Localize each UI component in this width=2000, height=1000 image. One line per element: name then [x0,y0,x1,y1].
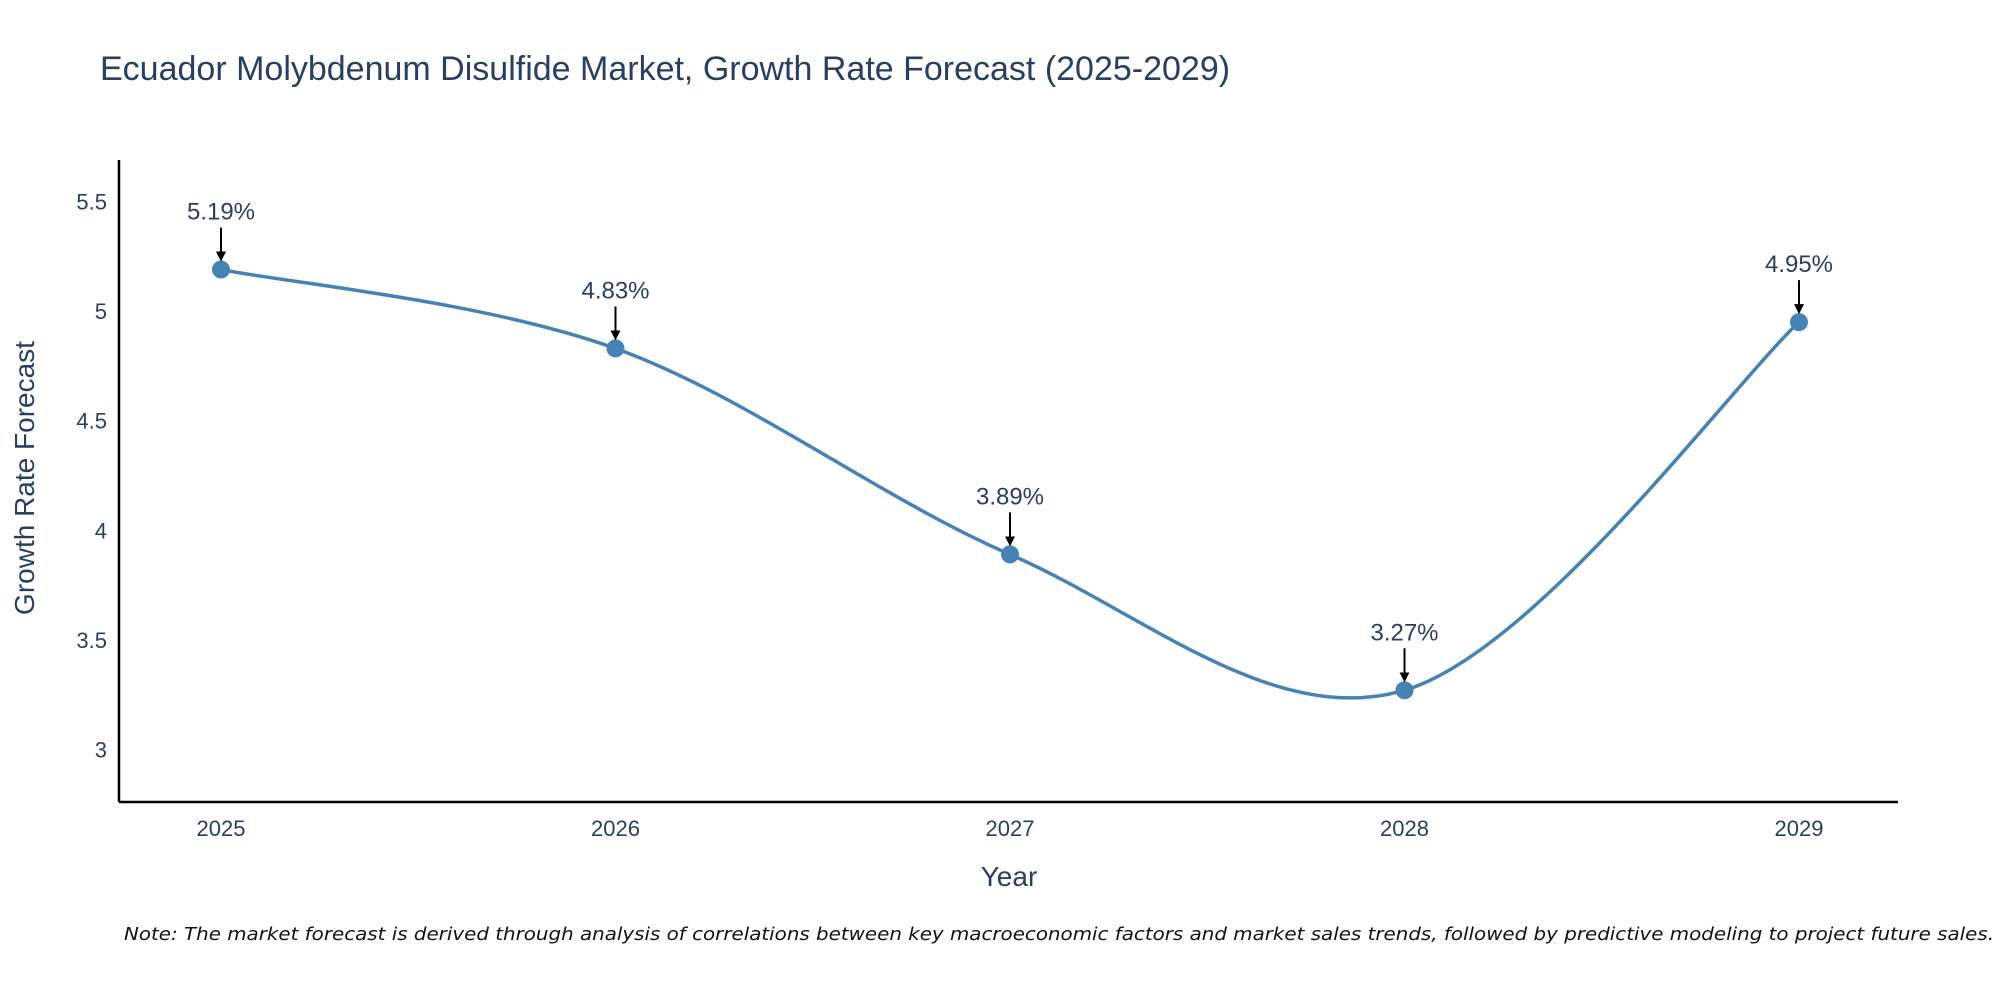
x-tick-label: 2028 [1380,816,1429,841]
y-axis-title: Growth Rate Forecast [9,341,40,615]
x-tick-label: 2029 [1775,816,1824,841]
y-tick-label: 3.5 [76,628,107,653]
x-tick-label: 2026 [591,816,640,841]
y-tick-label: 4.5 [76,409,107,434]
x-tick-label: 2027 [986,816,1035,841]
data-point [1790,313,1808,332]
data-label: 3.27% [1370,619,1438,646]
data-label: 5.19% [187,199,255,226]
y-tick-label: 3 [95,737,107,762]
x-tick-label: 2025 [197,816,246,841]
data-label: 4.83% [581,277,649,304]
data-label: 3.89% [976,483,1044,510]
data-point [606,339,625,358]
data-point [212,260,230,279]
y-tick-label: 5 [95,299,107,324]
chart-title: Ecuador Molybdenum Disulfide Market, Gro… [100,50,1230,88]
plot-area: 3 3.5 4 4.5 5 5.5 2025 2026 2027 2028 2029 5.19% 4.8… [76,160,1898,841]
y-tick-label: 4 [95,518,107,543]
y-tick-label: 5.5 [76,190,107,215]
series-line [220,267,1801,700]
data-point [1001,545,1019,564]
footnote: Note: The market forecast is derived thr… [124,924,1994,945]
data-label: 4.95% [1765,251,1833,278]
x-axis-title: Year [981,861,1038,892]
data-point [1395,681,1414,700]
